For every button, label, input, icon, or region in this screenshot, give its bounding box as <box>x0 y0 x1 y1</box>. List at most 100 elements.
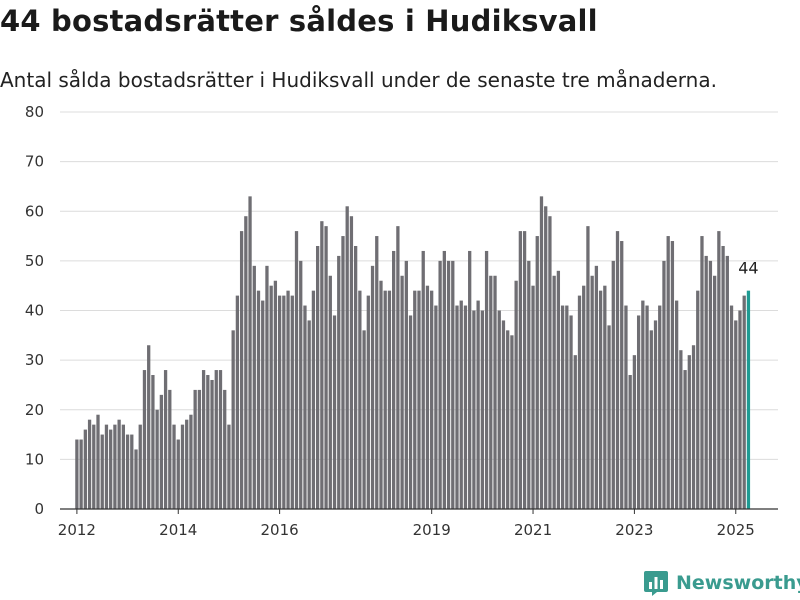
x-tick-label: 2016 <box>261 521 299 539</box>
bar <box>248 196 252 510</box>
bar <box>670 241 675 509</box>
bar <box>180 424 185 509</box>
bar <box>400 275 404 509</box>
bar <box>506 330 510 509</box>
bar <box>611 260 615 510</box>
bar <box>147 345 151 509</box>
last-value-label: 44 <box>738 259 758 278</box>
bar <box>328 275 332 509</box>
bar <box>713 275 717 509</box>
bar <box>700 236 704 509</box>
annotations: 44 <box>738 259 758 278</box>
bar <box>100 434 104 509</box>
bar <box>383 290 387 509</box>
bars <box>75 196 751 510</box>
x-tick-label: 2023 <box>615 521 653 539</box>
bar <box>172 424 176 509</box>
bar <box>717 231 721 509</box>
bar <box>674 300 679 509</box>
x-tick-label: 2021 <box>514 521 552 539</box>
bar <box>358 290 362 509</box>
bar <box>679 350 683 509</box>
bar <box>396 226 400 509</box>
bar <box>341 236 345 509</box>
y-tick-label: 70 <box>25 153 44 171</box>
bar <box>565 305 569 509</box>
bar <box>142 370 147 509</box>
bar <box>345 206 349 510</box>
bar <box>556 270 561 509</box>
bar <box>582 285 586 509</box>
bar <box>252 265 256 509</box>
bar <box>392 250 396 509</box>
bar <box>366 295 370 509</box>
x-tick-label: 2014 <box>159 521 197 539</box>
bar <box>261 300 265 509</box>
bar <box>231 330 235 509</box>
newsworthy-chart-icon <box>644 571 668 596</box>
bar <box>569 315 573 509</box>
bar <box>430 290 434 509</box>
bar <box>408 315 413 509</box>
bar <box>197 389 202 509</box>
bar <box>125 434 130 509</box>
bar <box>185 419 189 509</box>
bar <box>189 414 193 509</box>
x-axis: 2012 2014 2016 2019 2021 2023 2025 <box>58 508 778 539</box>
bar <box>379 280 383 509</box>
bar <box>311 290 316 509</box>
bar <box>603 285 607 509</box>
bar <box>290 295 294 509</box>
bar <box>590 275 594 509</box>
bar <box>151 375 155 509</box>
bar <box>265 265 269 509</box>
bar <box>476 300 480 509</box>
bar <box>738 310 742 509</box>
bar <box>501 320 506 509</box>
bar <box>332 315 337 509</box>
bar <box>303 305 307 509</box>
bar <box>484 250 489 509</box>
bar <box>539 196 544 510</box>
bar <box>687 355 691 509</box>
bar <box>438 260 442 510</box>
chart-title: 44 bostadsrätter såldes i Hudiksvall <box>0 4 598 38</box>
bar <box>130 434 134 509</box>
bar <box>691 345 696 509</box>
bar <box>472 310 476 509</box>
bar <box>354 245 358 510</box>
bar <box>362 330 366 509</box>
bar <box>442 250 446 509</box>
bar <box>518 231 523 509</box>
bar <box>315 245 320 510</box>
bar <box>666 236 670 509</box>
bar <box>729 305 734 509</box>
bar <box>577 295 582 509</box>
bar <box>210 379 214 509</box>
bar <box>163 370 168 509</box>
bar <box>109 429 113 509</box>
bar <box>463 305 468 509</box>
bar <box>273 280 278 509</box>
bar <box>598 290 603 509</box>
bar <box>218 370 223 509</box>
y-axis-ticks: 0 10 20 30 40 50 60 70 80 <box>25 103 44 518</box>
bar <box>560 305 565 509</box>
bar <box>138 424 142 509</box>
bar <box>641 300 645 509</box>
bar <box>552 275 556 509</box>
bar <box>662 260 666 510</box>
y-tick-label: 40 <box>25 302 44 320</box>
bar <box>459 300 463 509</box>
bar <box>83 429 87 509</box>
bar <box>586 226 590 509</box>
bar <box>235 295 240 509</box>
bar <box>134 449 138 509</box>
bar <box>96 414 100 509</box>
bar <box>244 216 248 509</box>
bar <box>645 305 649 509</box>
y-tick-label: 0 <box>34 500 44 518</box>
bar <box>113 424 117 509</box>
bar <box>527 260 531 510</box>
